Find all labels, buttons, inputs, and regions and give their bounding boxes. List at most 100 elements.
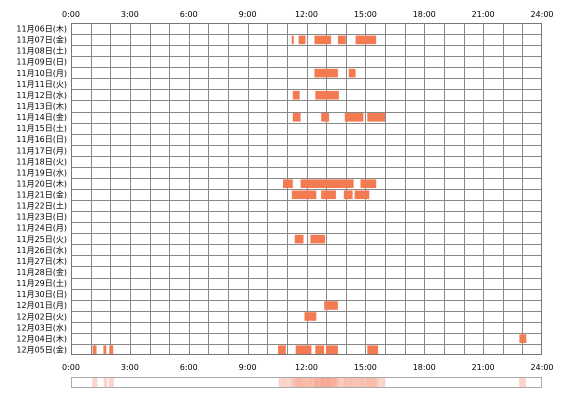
activity-segment — [326, 345, 338, 354]
density-cell — [281, 378, 284, 387]
density-cell — [331, 378, 333, 387]
activity-segment — [355, 35, 377, 45]
activity-segment — [300, 179, 354, 188]
x-tick-label-top: 12:00 — [295, 10, 318, 19]
density-cell — [376, 378, 379, 387]
x-tick-label-bottom: 3:00 — [121, 363, 139, 372]
activity-segment — [348, 68, 356, 78]
activity-segment — [103, 345, 107, 354]
density-cell — [381, 378, 384, 387]
density-strip — [71, 377, 542, 388]
density-cell — [362, 378, 365, 387]
date-label: 11月22日(土) — [16, 201, 67, 211]
date-label: 11月13日(木) — [16, 101, 67, 111]
density-cell — [280, 378, 283, 387]
date-label: 11月24日(月) — [16, 224, 67, 233]
density-cell — [95, 378, 98, 387]
date-label: 11月09日(日) — [16, 58, 67, 67]
activity-segment — [295, 345, 312, 354]
activity-segment — [321, 113, 330, 122]
density-cell — [293, 378, 296, 387]
x-tick-label-top: 3:00 — [121, 10, 139, 19]
density-cell — [290, 378, 293, 387]
x-tick-label-top: 21:00 — [472, 10, 495, 19]
density-cell — [520, 378, 523, 387]
density-cell — [306, 378, 309, 387]
density-cell — [337, 378, 340, 387]
activity-segment — [314, 35, 332, 45]
density-cell — [339, 378, 342, 387]
date-label: 11月27日(木) — [16, 256, 67, 266]
density-cell — [313, 378, 315, 387]
density-cell — [326, 378, 329, 387]
density-cell — [92, 378, 95, 387]
date-label: 12月02日(火) — [16, 312, 67, 321]
density-cell — [370, 378, 373, 387]
density-cell — [360, 378, 363, 387]
x-tick-label-top: 18:00 — [413, 10, 436, 19]
density-cell — [352, 378, 355, 387]
density-cell — [317, 378, 320, 387]
density-cell — [286, 378, 289, 387]
date-label: 11月26日(水) — [16, 245, 67, 255]
x-tick-label-bottom: 24:00 — [530, 363, 553, 372]
density-cell — [93, 378, 96, 387]
density-cell — [353, 378, 356, 387]
density-cell — [301, 378, 304, 387]
activity-segment — [292, 90, 300, 100]
density-cell — [363, 378, 366, 387]
date-label: 11月30日(日) — [16, 290, 67, 299]
density-cell — [347, 378, 350, 387]
density-cell — [283, 378, 286, 387]
activity-segment — [343, 190, 353, 200]
date-label: 12月01日(月) — [16, 301, 67, 310]
chart-frame — [71, 23, 542, 355]
density-cell — [309, 378, 312, 387]
density-cell — [316, 378, 319, 387]
density-cell — [524, 378, 526, 387]
density-cell — [327, 378, 330, 387]
x-axis-bottom: 0:00 3:00 6:00 9:00 12:00 15:00 18:00 21:00 24:0… — [62, 363, 554, 372]
density-cell — [522, 378, 525, 387]
density-cell — [349, 378, 351, 387]
x-tick-label-bottom: 18:00 — [413, 363, 436, 372]
density-cell — [285, 378, 288, 387]
density-cell — [314, 378, 317, 387]
x-tick-label-top: 15:00 — [354, 10, 377, 19]
activity-segment — [291, 190, 317, 200]
plot-border — [71, 23, 542, 355]
y-axis-labels: 11月06日(木)11月07日(金)11月08日(土) 11月09日(日) 11月1… — [16, 24, 67, 355]
activity-segment — [298, 35, 306, 45]
density-cell — [319, 378, 322, 387]
activity-segment — [367, 345, 379, 354]
activity-segment — [324, 301, 338, 310]
x-tick-label-bottom: 9:00 — [239, 363, 257, 372]
date-label: 11月28日(金) — [16, 267, 67, 277]
activity-segment — [354, 190, 370, 200]
date-label: 11月11日(火) — [16, 80, 67, 89]
density-cell — [308, 378, 311, 387]
density-cell — [103, 378, 106, 387]
activity-segment — [344, 113, 364, 122]
density-cell — [378, 378, 381, 387]
x-tick-label-top: 24:00 — [530, 10, 553, 19]
date-label: 11月16日(日) — [16, 135, 67, 144]
date-label: 11月17日(月) — [16, 146, 67, 155]
density-cell — [291, 378, 294, 387]
density-cell — [342, 378, 345, 387]
density-cell — [296, 378, 299, 387]
density-cell — [335, 378, 338, 387]
density-cell — [278, 378, 281, 387]
density-cell — [340, 378, 343, 387]
density-cell — [298, 378, 301, 387]
activity-segment — [367, 113, 385, 122]
activity-segment — [304, 312, 317, 321]
x-tick-label-bottom: 0:00 — [62, 363, 80, 372]
activity-segment — [314, 68, 338, 78]
density-cell — [368, 378, 371, 387]
density-cell — [380, 378, 383, 387]
activity-segment — [278, 345, 286, 354]
x-tick-label-top: 6:00 — [180, 10, 198, 19]
density-cell — [383, 378, 386, 387]
